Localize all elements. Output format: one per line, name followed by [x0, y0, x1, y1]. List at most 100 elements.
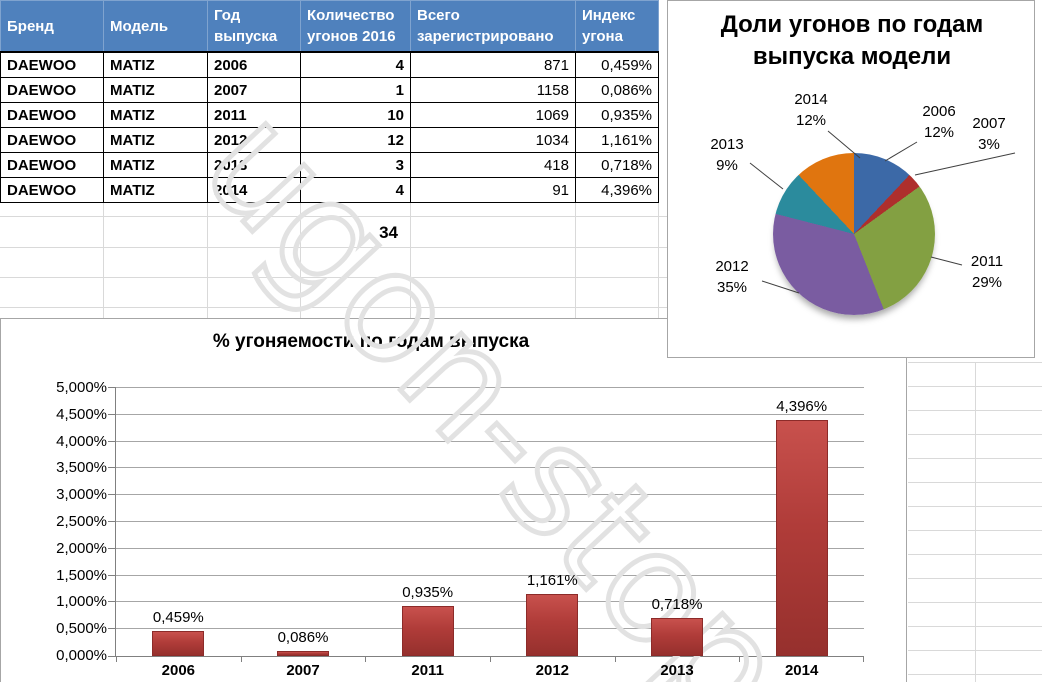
x-axis-tick — [863, 657, 864, 662]
y-axis-label: 4,000% — [56, 432, 107, 450]
bar-value-label: 0,086% — [277, 629, 329, 647]
pie-label-2007: 2007 3% — [972, 115, 1006, 153]
chart-gridline — [116, 467, 864, 469]
cell-r0-c1[interactable]: MATIZ — [103, 51, 208, 78]
pie-label-2014: 2014 12% — [794, 91, 828, 129]
x-axis-tick — [614, 657, 616, 662]
cell-r1-c0[interactable]: DAEWOO — [0, 77, 104, 103]
bar-chart-panel[interactable]: % угоняемости по годам выпуска 0,459% 0,0… — [0, 318, 907, 682]
cell-r1-c1[interactable]: MATIZ — [103, 77, 208, 103]
cell-r5-c3[interactable]: 4 — [300, 177, 411, 203]
table-row: DAEWOO MATIZ 2013 3 418 0,718% — [0, 152, 659, 178]
cell-r4-c1[interactable]: MATIZ — [103, 152, 208, 178]
cell-r4-c2[interactable]: 2013 — [207, 152, 301, 178]
bar-2012[interactable] — [526, 593, 579, 656]
bar-2013[interactable] — [651, 617, 703, 656]
cell-r0-c2[interactable]: 2006 — [207, 51, 301, 78]
x-axis-line — [116, 656, 864, 657]
cell-r2-c0[interactable]: DAEWOO — [0, 102, 104, 128]
table-header-row: Бренд Модель Год выпуска Количество угон… — [0, 0, 659, 53]
table-row: DAEWOO MATIZ 2012 12 1034 1,161% — [0, 127, 659, 153]
bar-2006[interactable] — [152, 631, 205, 656]
bar-value-label: 0,718% — [651, 595, 703, 613]
cell-r1-c3[interactable]: 1 — [300, 77, 411, 103]
cell-r3-c2[interactable]: 2012 — [207, 127, 301, 153]
cell-r4-c0[interactable]: DAEWOO — [0, 152, 104, 178]
cell-r2-c2[interactable]: 2011 — [207, 102, 301, 128]
cell-r5-c2[interactable]: 2014 — [207, 177, 301, 203]
chart-gridline — [116, 521, 864, 522]
cell-r4-c3[interactable]: 3 — [300, 152, 411, 178]
y-axis-label: 3,500% — [56, 459, 107, 477]
y-axis-tick — [108, 467, 116, 469]
total-thefts-cell[interactable]: 34 — [379, 223, 398, 242]
x-axis-label-2013: 2013 — [660, 662, 694, 679]
pie-chart-title: Доли угонов по годам выпуска модели — [720, 11, 984, 71]
cell-r2-c5[interactable]: 0,935% — [575, 102, 659, 128]
cell-r0-c5[interactable]: 0,459% — [575, 51, 659, 78]
cell-r5-c4[interactable]: 91 — [410, 177, 576, 203]
y-axis-tick — [108, 440, 116, 442]
col-header-brand[interactable]: Бренд — [0, 0, 104, 53]
cell-r3-c4[interactable]: 1034 — [410, 127, 576, 153]
cell-r3-c1[interactable]: MATIZ — [103, 127, 208, 153]
col-header-thefts-2016[interactable]: Количество угонов 2016 — [300, 0, 411, 53]
table-row: DAEWOO MATIZ 2011 10 1069 0,935% — [0, 102, 659, 128]
pie-leader-line-2006 — [884, 141, 918, 162]
x-axis-label-2006: 2006 — [161, 662, 196, 679]
cell-r5-c5[interactable]: 4,396% — [575, 177, 659, 203]
cell-r1-c5[interactable]: 0,086% — [575, 77, 659, 103]
bar-chart-plot-area: 0,459% 0,086% 0,935% 1,161% 0,718% 4,396% — [108, 387, 864, 662]
col-header-registered[interactable]: Всего зарегистрировано — [410, 0, 576, 53]
col-header-year[interactable]: Год выпуска — [207, 0, 301, 53]
cell-r3-c5[interactable]: 1,161% — [575, 127, 659, 153]
cell-r3-c3[interactable]: 12 — [300, 127, 411, 153]
pie-chart-panel[interactable]: Доли угонов по годам выпуска модели 2006… — [667, 0, 1035, 358]
cell-r0-c3[interactable]: 4 — [300, 51, 411, 78]
x-axis-label-2007: 2007 — [286, 662, 320, 679]
bar-value-label: 0,459% — [152, 609, 204, 627]
x-axis-tick — [739, 657, 741, 662]
cell-r3-c0[interactable]: DAEWOO — [0, 127, 104, 153]
cell-r5-c0[interactable]: DAEWOO — [0, 177, 104, 203]
bar-chart-title: % угоняемости по годам выпуска — [212, 331, 530, 352]
cell-r4-c4[interactable]: 418 — [410, 152, 576, 178]
x-axis-label-2014: 2014 — [784, 662, 819, 679]
y-axis-tick — [108, 601, 116, 603]
bar-value-label: 0,935% — [402, 583, 454, 601]
cell-r0-c0[interactable]: DAEWOO — [0, 51, 104, 78]
chart-gridline — [116, 547, 864, 549]
bar-2007[interactable] — [277, 651, 329, 656]
y-axis-label: 1,000% — [56, 593, 107, 611]
col-header-theft-index[interactable]: Индекс угона — [575, 0, 659, 53]
theft-stats-table: Бренд Модель Год выпуска Количество угон… — [0, 0, 659, 203]
pie-leader-line-2007 — [914, 152, 1016, 176]
chart-gridline — [116, 387, 864, 388]
cell-r5-c1[interactable]: MATIZ — [103, 177, 208, 203]
cell-r1-c4[interactable]: 1158 — [410, 77, 576, 103]
pie-label-2013: 2013 9% — [710, 136, 744, 174]
cell-r4-c5[interactable]: 0,718% — [575, 152, 659, 178]
y-axis-tick — [108, 656, 116, 657]
chart-gridline — [116, 494, 864, 496]
y-axis-tick — [108, 494, 116, 496]
bar-2014[interactable] — [775, 420, 828, 656]
cell-r1-c2[interactable]: 2007 — [207, 77, 301, 103]
pie-chart[interactable] — [773, 153, 935, 315]
x-axis-tick — [240, 657, 242, 662]
cell-r2-c1[interactable]: MATIZ — [103, 102, 208, 128]
chart-gridline — [116, 628, 864, 630]
x-axis-tick — [365, 657, 367, 662]
y-axis-tick — [108, 413, 116, 415]
chart-gridline — [116, 413, 864, 415]
x-axis-tick — [116, 657, 117, 662]
cell-r2-c3[interactable]: 10 — [300, 102, 411, 128]
col-header-model[interactable]: Модель — [103, 0, 208, 53]
bar-value-label: 1,161% — [526, 571, 578, 589]
cell-r2-c4[interactable]: 1069 — [410, 102, 576, 128]
chart-gridline — [116, 440, 864, 442]
y-axis-tick — [108, 628, 116, 630]
bar-2011[interactable] — [401, 605, 454, 656]
cell-r0-c4[interactable]: 871 — [410, 51, 576, 78]
